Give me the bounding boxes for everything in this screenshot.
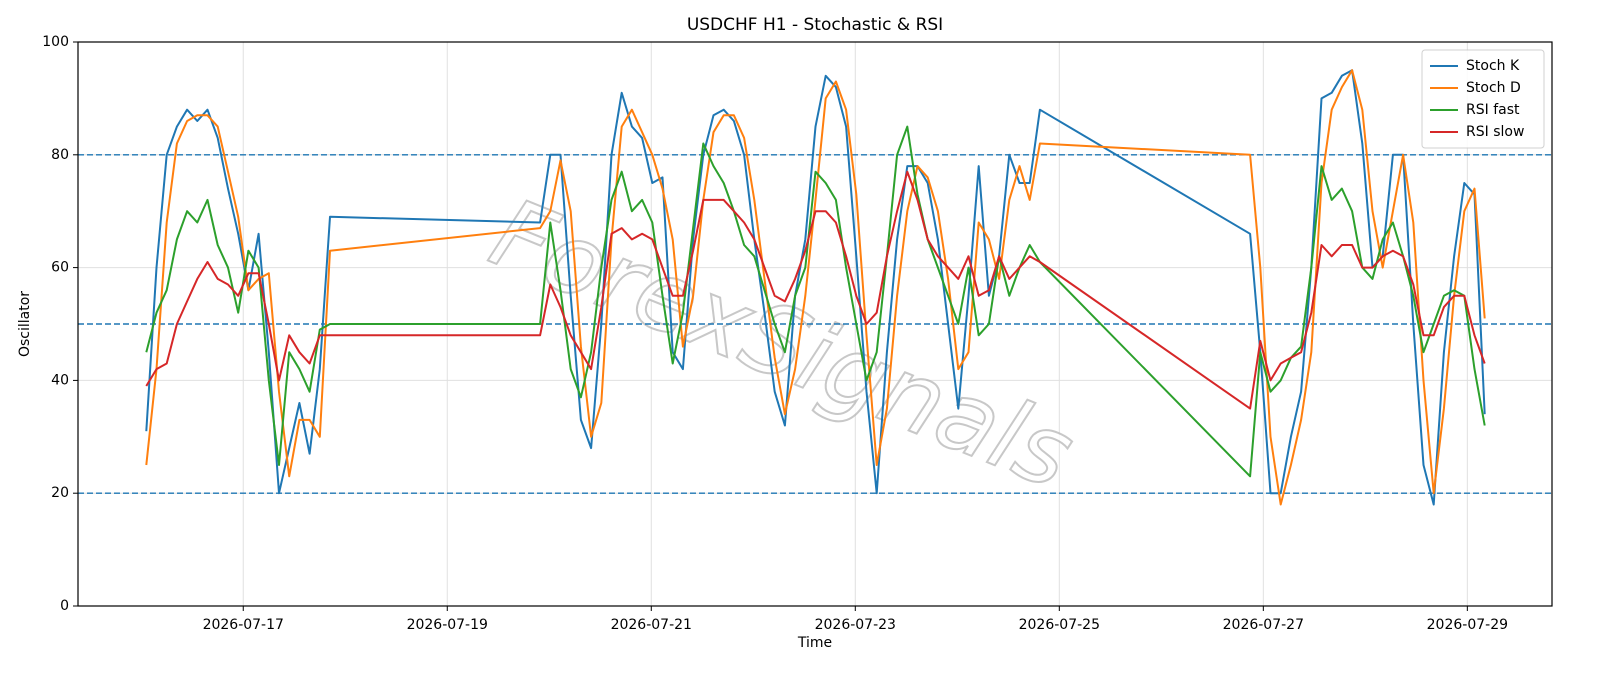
plot-frame xyxy=(77,41,1553,607)
x-tick-label: 2026-07-29 xyxy=(1427,617,1508,633)
legend-label: RSI fast xyxy=(1466,102,1520,118)
y-tick-label: 60 xyxy=(51,260,69,276)
legend-label: RSI slow xyxy=(1466,124,1524,140)
x-tick-label: 2026-07-17 xyxy=(203,617,284,633)
x-tick-label: 2026-07-27 xyxy=(1223,617,1304,633)
x-tick-label: 2026-07-23 xyxy=(815,617,896,633)
legend-label: Stoch K xyxy=(1466,58,1520,74)
x-tick-label: 2026-07-25 xyxy=(1019,617,1100,633)
x-tick-label: 2026-07-19 xyxy=(407,617,488,633)
series-line xyxy=(145,69,1486,506)
y-tick-label: 20 xyxy=(51,485,69,501)
series-line xyxy=(145,69,1486,506)
y-tick-label: 0 xyxy=(60,598,69,614)
y-tick-label: 40 xyxy=(51,372,69,388)
series-line xyxy=(145,125,1486,478)
x-tick-label: 2026-07-21 xyxy=(611,617,692,633)
y-axis-label: Oscillator xyxy=(17,291,33,357)
y-tick-label: 80 xyxy=(51,147,69,163)
legend-box xyxy=(1421,49,1545,149)
x-axis-label: Time xyxy=(797,635,832,651)
series-line xyxy=(145,170,1486,410)
chart-title: USDCHF H1 - Stochastic & RSI xyxy=(687,15,943,35)
legend-label: Stoch D xyxy=(1466,80,1521,96)
y-tick-label: 100 xyxy=(42,34,69,50)
